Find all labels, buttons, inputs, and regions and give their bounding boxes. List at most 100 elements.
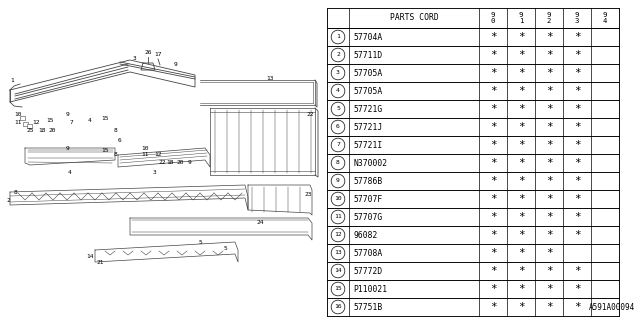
Text: *: * [573,176,580,186]
Text: 9
0: 9 0 [491,12,495,24]
Text: PARTS CORD: PARTS CORD [390,13,438,22]
Text: 12: 12 [334,233,342,237]
Text: 1: 1 [336,35,340,39]
Text: 4: 4 [88,117,92,123]
Text: *: * [546,86,552,96]
Text: *: * [546,32,552,42]
Text: 10: 10 [141,146,148,150]
Bar [327,154,619,172]
Circle shape [331,300,345,314]
Text: 8: 8 [113,127,117,132]
Text: 15: 15 [101,148,109,153]
Text: 9: 9 [188,159,192,164]
Bar [27,124,32,128]
Text: *: * [490,266,496,276]
Bar [327,208,619,226]
Text: *: * [490,302,496,312]
Bar [327,262,619,280]
Text: 57772D: 57772D [353,267,382,276]
Text: *: * [573,68,580,78]
Text: 9: 9 [173,62,177,68]
Text: 4: 4 [68,170,72,174]
Text: *: * [573,122,580,132]
Text: *: * [518,140,524,150]
Text: 57721G: 57721G [353,105,382,114]
Text: *: * [490,248,496,258]
Text: 57707F: 57707F [353,195,382,204]
Text: 3: 3 [133,55,137,60]
Text: *: * [546,194,552,204]
Text: 3: 3 [153,171,157,175]
Text: *: * [573,50,580,60]
Text: 24: 24 [256,220,264,226]
Text: 57751B: 57751B [353,302,382,311]
Text: 16: 16 [334,305,342,309]
Text: 22: 22 [158,161,166,165]
Text: *: * [490,212,496,222]
Text: 23: 23 [304,193,312,197]
Circle shape [331,174,345,188]
Text: *: * [490,140,496,150]
Text: 21: 21 [96,260,104,266]
Text: *: * [573,212,580,222]
Text: *: * [573,194,580,204]
Text: 13: 13 [266,76,274,81]
Text: *: * [573,32,580,42]
Text: 22: 22 [307,113,314,117]
Text: *: * [546,284,552,294]
Bar [327,244,619,262]
Text: *: * [546,266,552,276]
Text: 8: 8 [13,189,17,195]
Text: 17: 17 [154,52,162,58]
Text: *: * [518,104,524,114]
Text: *: * [518,158,524,168]
Text: *: * [518,68,524,78]
Bar [327,100,619,118]
Text: *: * [573,302,580,312]
Text: *: * [546,212,552,222]
Text: *: * [573,86,580,96]
Text: 6: 6 [336,124,340,130]
Text: P110021: P110021 [353,284,387,293]
Text: 15: 15 [101,116,109,121]
Text: 9: 9 [66,146,70,150]
Text: *: * [490,86,496,96]
Text: 8: 8 [113,153,117,157]
Text: 9
2: 9 2 [547,12,551,24]
Text: *: * [573,158,580,168]
Text: *: * [518,194,524,204]
Text: 12: 12 [154,153,162,157]
Text: 57705A: 57705A [353,86,382,95]
Text: 14: 14 [334,268,342,274]
Circle shape [331,246,345,260]
Text: *: * [546,248,552,258]
Bar [327,226,619,244]
Text: 26: 26 [144,51,152,55]
Text: *: * [546,302,552,312]
Text: *: * [518,32,524,42]
Text: *: * [518,284,524,294]
Circle shape [331,84,345,98]
Text: *: * [490,230,496,240]
Text: 57786B: 57786B [353,177,382,186]
Text: 9
3: 9 3 [575,12,579,24]
Bar [327,46,619,64]
Text: *: * [546,50,552,60]
Text: 12: 12 [32,119,40,124]
Text: 20: 20 [176,159,184,164]
Text: 4: 4 [336,89,340,93]
Text: 5: 5 [336,107,340,111]
Text: *: * [518,122,524,132]
Circle shape [331,156,345,170]
Circle shape [331,282,345,296]
Text: *: * [518,230,524,240]
Text: *: * [490,284,496,294]
Text: *: * [490,176,496,186]
Text: *: * [546,158,552,168]
Text: *: * [518,176,524,186]
Text: 15: 15 [46,117,54,123]
Text: *: * [490,104,496,114]
Circle shape [331,66,345,80]
Text: 7: 7 [70,119,74,124]
Text: 9: 9 [66,113,70,117]
